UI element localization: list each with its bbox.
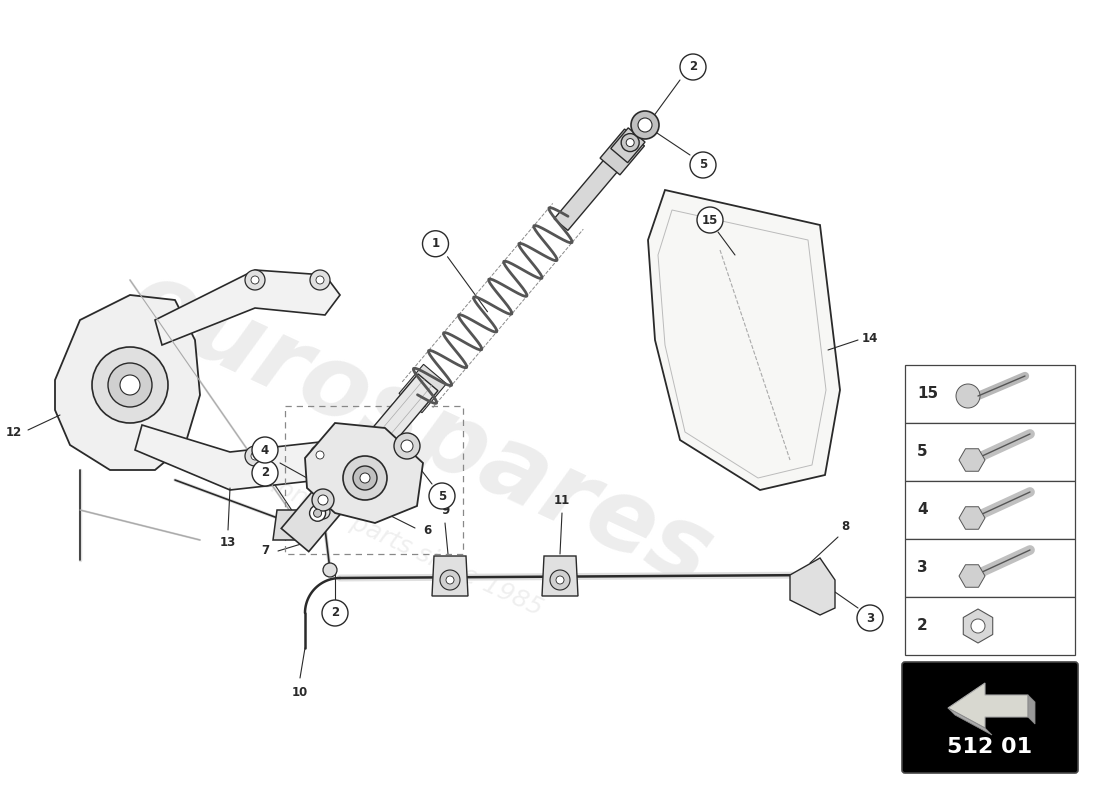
Text: eurospares: eurospares: [113, 252, 727, 608]
Circle shape: [446, 576, 454, 584]
Text: 9: 9: [441, 503, 449, 517]
Bar: [905, 423, 1075, 481]
Circle shape: [440, 570, 460, 590]
Circle shape: [680, 54, 706, 80]
Circle shape: [309, 506, 326, 522]
Text: 5: 5: [698, 158, 707, 171]
Circle shape: [857, 605, 883, 631]
Circle shape: [638, 118, 652, 132]
Bar: [905, 597, 1075, 655]
Text: 5: 5: [438, 490, 447, 502]
Text: 8: 8: [840, 521, 849, 534]
Text: 7: 7: [261, 545, 270, 558]
Circle shape: [394, 433, 420, 459]
Circle shape: [631, 111, 659, 139]
Circle shape: [429, 483, 455, 509]
Text: 2: 2: [331, 606, 339, 619]
Text: 2: 2: [261, 466, 270, 479]
Polygon shape: [648, 190, 840, 490]
Bar: [285, 406, 463, 554]
Polygon shape: [948, 708, 992, 735]
Polygon shape: [948, 683, 1028, 728]
Circle shape: [92, 347, 168, 423]
Text: 4: 4: [917, 502, 927, 518]
Text: 10: 10: [292, 686, 308, 699]
Circle shape: [626, 138, 635, 146]
Polygon shape: [329, 374, 438, 496]
Text: 5: 5: [917, 445, 927, 459]
Polygon shape: [273, 510, 317, 540]
Circle shape: [120, 375, 140, 395]
Text: 12: 12: [6, 426, 22, 438]
Bar: [905, 365, 1075, 423]
Text: 14: 14: [861, 331, 878, 345]
Bar: [905, 539, 1075, 597]
Circle shape: [252, 460, 278, 486]
Circle shape: [956, 384, 980, 408]
Circle shape: [245, 270, 265, 290]
Circle shape: [312, 489, 334, 511]
Text: 13: 13: [220, 537, 236, 550]
Circle shape: [556, 576, 564, 584]
Circle shape: [316, 505, 330, 519]
Text: 3: 3: [917, 561, 927, 575]
Circle shape: [316, 451, 324, 459]
FancyBboxPatch shape: [902, 662, 1078, 773]
Circle shape: [108, 363, 152, 407]
Circle shape: [402, 440, 412, 452]
Polygon shape: [399, 364, 447, 413]
Circle shape: [322, 600, 348, 626]
Text: 15: 15: [917, 386, 938, 402]
Text: 3: 3: [866, 611, 874, 625]
Circle shape: [310, 445, 330, 465]
Circle shape: [318, 495, 328, 505]
Circle shape: [316, 276, 324, 284]
Text: 4: 4: [261, 443, 270, 457]
Text: 1: 1: [431, 238, 440, 250]
Polygon shape: [790, 558, 835, 615]
Circle shape: [360, 473, 370, 483]
Polygon shape: [282, 482, 346, 552]
Text: a passion for parts since 1985: a passion for parts since 1985: [194, 439, 547, 621]
Bar: [905, 481, 1075, 539]
Polygon shape: [601, 129, 645, 175]
Circle shape: [323, 563, 337, 577]
Circle shape: [697, 207, 723, 233]
Circle shape: [314, 510, 321, 518]
Polygon shape: [55, 295, 200, 470]
Text: 2: 2: [917, 618, 927, 634]
Text: 6: 6: [422, 523, 431, 537]
Circle shape: [690, 152, 716, 178]
Polygon shape: [432, 556, 468, 596]
Text: 512 01: 512 01: [947, 737, 1033, 757]
Circle shape: [251, 452, 258, 460]
Polygon shape: [1028, 695, 1035, 724]
Polygon shape: [135, 425, 336, 490]
Circle shape: [310, 270, 330, 290]
Polygon shape: [542, 556, 578, 596]
Polygon shape: [610, 128, 645, 162]
Circle shape: [621, 134, 639, 151]
Polygon shape: [305, 423, 424, 523]
Polygon shape: [155, 270, 340, 345]
Circle shape: [971, 619, 984, 633]
Text: 2: 2: [689, 61, 697, 74]
Circle shape: [251, 276, 258, 284]
Circle shape: [245, 446, 265, 466]
Circle shape: [252, 437, 278, 463]
Circle shape: [550, 570, 570, 590]
Text: 11: 11: [554, 494, 570, 506]
Polygon shape: [554, 152, 624, 230]
Circle shape: [343, 456, 387, 500]
Text: 15: 15: [702, 214, 718, 226]
Circle shape: [422, 230, 449, 257]
Circle shape: [353, 466, 377, 490]
